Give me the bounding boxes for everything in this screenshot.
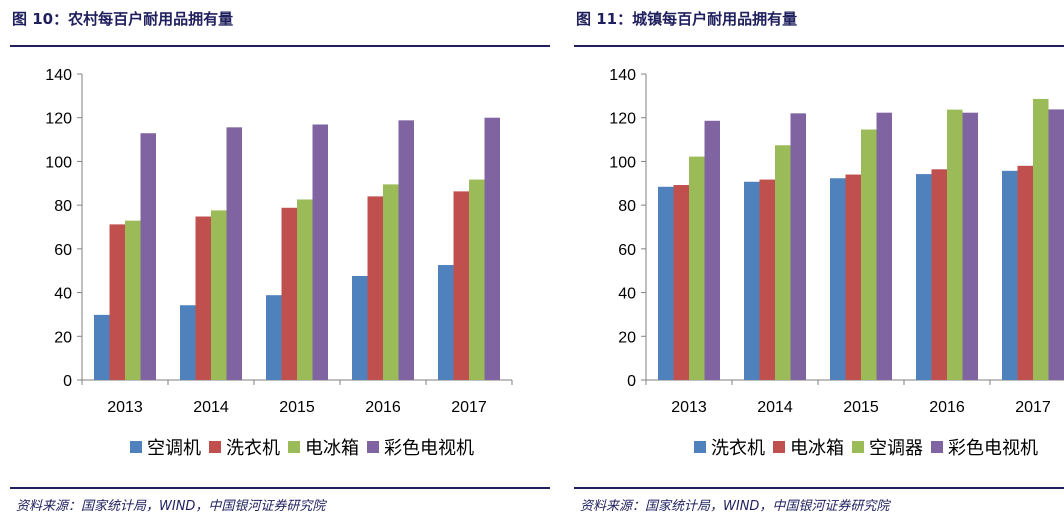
left-bar (312, 124, 328, 381)
left-legend-label: 洗衣机 (226, 438, 280, 459)
left-chart-panel: 图 10：农村每百户耐用品拥有量 0 20 40 60 80 100 120 140 2013 2… (10, 0, 550, 525)
right-bar (790, 113, 806, 380)
right-chart-panel: 图 11：城镇每百户耐用品拥有量 0 20 40 60 80 100 120 140 2013 2… (574, 0, 1064, 525)
left-bar (352, 275, 368, 380)
right-bar (876, 112, 892, 381)
left-bar (266, 295, 282, 380)
right-legend-swatch (773, 441, 785, 453)
left-bar (140, 133, 156, 380)
right-y-tick-label: 20 (618, 329, 636, 346)
left-legend-label: 空调机 (147, 438, 201, 459)
right-legend-label: 电冰箱 (790, 438, 844, 459)
left-bar (125, 220, 141, 380)
right-legend-label: 彩色电视机 (948, 438, 1038, 459)
left-legend-swatch (288, 441, 300, 453)
right-bar (1048, 109, 1064, 380)
left-bar (211, 210, 227, 380)
right-bar (962, 112, 978, 381)
right-bar (845, 174, 861, 380)
left-x-tick-label: 2015 (279, 399, 315, 416)
right-bar (689, 156, 705, 380)
right-x-tick-label: 2017 (1015, 399, 1051, 416)
left-bar (109, 224, 125, 380)
right-legend-swatch (694, 441, 706, 453)
left-source-rule (10, 487, 550, 489)
left-bar (195, 216, 211, 380)
left-source-note: 资料来源：国家统计局，WIND，中国银河证券研究院 (16, 499, 326, 514)
right-bar (658, 186, 674, 380)
left-chart-title: 图 10：农村每百户耐用品拥有量 (12, 10, 234, 28)
right-legend-label: 空调器 (869, 438, 923, 459)
left-bar (453, 191, 469, 380)
left-legend-swatch (367, 441, 379, 453)
left-y-tick-label: 100 (45, 154, 72, 171)
right-bar (1002, 170, 1018, 380)
left-bar (398, 120, 414, 380)
right-bar (916, 174, 932, 380)
right-x-tick-label: 2014 (757, 399, 793, 416)
right-bar (947, 109, 963, 381)
left-bar (180, 305, 196, 380)
right-bar-chart: 0 20 40 60 80 100 120 140 2013 2014 2015 2016 2017 洗衣… (609, 67, 1064, 459)
left-y-tick-label: 60 (54, 242, 72, 259)
left-bar (226, 127, 242, 381)
right-bar (830, 178, 846, 380)
left-y-tick-label: 0 (63, 373, 72, 390)
left-bar (367, 196, 383, 380)
right-y-tick-label: 80 (618, 198, 636, 215)
right-x-tick-label: 2013 (671, 399, 707, 416)
left-legend-swatch (209, 441, 221, 453)
right-y-tick-label: 100 (609, 154, 636, 171)
left-bar (469, 179, 485, 380)
left-y-tick-label: 20 (54, 329, 72, 346)
left-x-tick-label: 2017 (451, 399, 487, 416)
right-y-tick-label: 60 (618, 242, 636, 259)
right-source-rule (574, 487, 1064, 489)
left-bar (383, 184, 399, 380)
left-legend-label: 彩色电视机 (384, 438, 474, 459)
left-y-tick-label: 40 (54, 286, 72, 303)
left-y-tick-label: 80 (54, 198, 72, 215)
left-y-tick-label: 140 (45, 67, 72, 84)
right-legend-swatch (852, 441, 864, 453)
left-legend-swatch (130, 441, 142, 453)
right-bar (704, 120, 720, 380)
right-source-note: 资料来源：国家统计局，WIND，中国银河证券研究院 (580, 499, 890, 514)
right-y-tick-label: 0 (627, 373, 636, 390)
left-x-tick-label: 2016 (365, 399, 401, 416)
right-bar (1017, 165, 1033, 380)
left-x-tick-label: 2014 (193, 399, 229, 416)
right-x-tick-label: 2016 (929, 399, 965, 416)
right-bar (861, 129, 877, 380)
right-bar (1033, 98, 1049, 380)
left-legend-label: 电冰箱 (305, 438, 359, 459)
left-bar (297, 199, 313, 380)
left-bar (94, 314, 110, 380)
right-chart-title: 图 11：城镇每百户耐用品拥有量 (576, 10, 798, 28)
left-title-rule (10, 45, 550, 47)
right-legend-swatch (931, 441, 943, 453)
left-bar (438, 265, 454, 380)
left-bar (484, 117, 500, 380)
right-bar (673, 185, 689, 380)
left-y-tick-label: 120 (45, 111, 72, 128)
right-y-tick-label: 140 (609, 67, 636, 84)
left-x-tick-label: 2013 (107, 399, 143, 416)
right-bar (759, 179, 775, 380)
left-bar (281, 207, 297, 380)
left-bar-chart: 0 20 40 60 80 100 120 140 2013 2014 2015 2016 2017 空调… (45, 67, 513, 459)
right-bar (744, 181, 760, 380)
right-y-tick-label: 120 (609, 111, 636, 128)
right-legend-label: 洗衣机 (711, 438, 765, 459)
right-bar (931, 169, 947, 380)
right-bar (775, 145, 791, 380)
right-title-rule (574, 45, 1064, 47)
right-x-tick-label: 2015 (843, 399, 879, 416)
right-y-tick-label: 40 (618, 286, 636, 303)
